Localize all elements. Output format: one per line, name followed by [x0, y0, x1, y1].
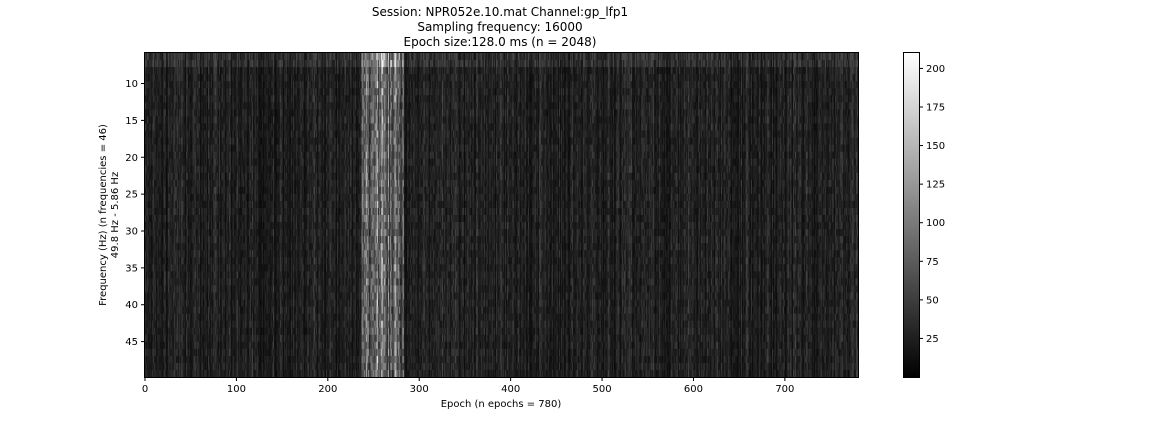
- title-line-sampling: Sampling frequency: 16000: [417, 20, 582, 34]
- heatmap-image: [145, 53, 858, 377]
- title-line-session: Session: NPR052e.10.mat Channel:gp_lfp1: [372, 5, 628, 19]
- title-line-epoch-size: Epoch size:128.0 ms (n = 2048): [404, 35, 597, 49]
- chart-title: Session: NPR052e.10.mat Channel:gp_lfp1 …: [372, 5, 628, 49]
